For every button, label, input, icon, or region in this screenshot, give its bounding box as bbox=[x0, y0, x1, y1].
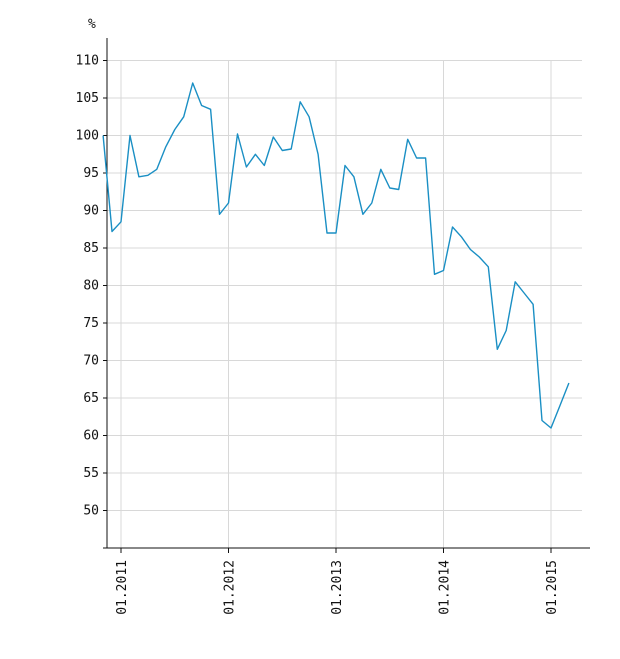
y-axis-unit-label: % bbox=[88, 17, 96, 32]
y-tick-label: 85 bbox=[83, 241, 99, 256]
x-tick-label: 01.2012 bbox=[223, 560, 238, 615]
y-tick-label: 60 bbox=[83, 429, 99, 444]
axes bbox=[103, 38, 590, 553]
series-layer bbox=[102, 82, 570, 429]
y-tick-label: 70 bbox=[83, 354, 99, 369]
y-tick-label: 105 bbox=[76, 91, 99, 106]
x-tick-label: 01.2015 bbox=[545, 560, 560, 615]
y-tick-label: 65 bbox=[83, 391, 99, 406]
y-tick-label: 50 bbox=[83, 504, 99, 519]
series-line bbox=[102, 82, 570, 429]
grid bbox=[107, 60, 582, 548]
tick-labels: 50 55 60 65 70 75 80 85 90 95 100 105 110 01.2011 01.2… bbox=[76, 54, 560, 615]
x-tick-label: 01.2013 bbox=[330, 560, 345, 615]
x-tick-label: 01.2011 bbox=[115, 560, 130, 615]
y-tick-label: 95 bbox=[83, 166, 99, 181]
x-tick-label: 01.2014 bbox=[438, 560, 453, 615]
y-tick-label: 55 bbox=[83, 466, 99, 481]
y-tick-label: 80 bbox=[83, 279, 99, 294]
y-tick-label: 90 bbox=[83, 204, 99, 219]
y-tick-label: 110 bbox=[76, 54, 99, 69]
y-tick-label: 100 bbox=[76, 129, 99, 144]
y-tick-label: 75 bbox=[83, 316, 99, 331]
